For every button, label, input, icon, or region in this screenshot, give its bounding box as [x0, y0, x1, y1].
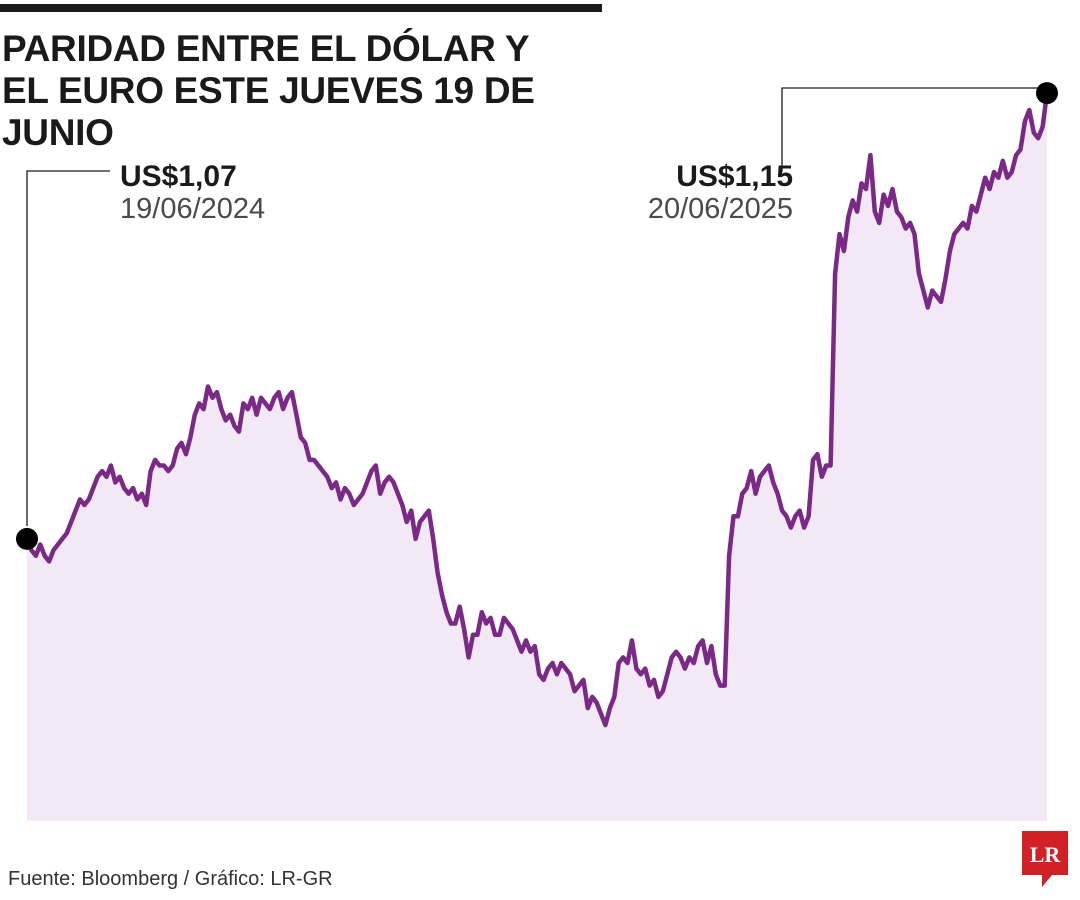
chart-title: PARIDAD ENTRE EL DÓLAR Y EL EURO ESTE JU… — [2, 28, 642, 154]
start-annotation-leader — [26, 170, 110, 526]
start-point-marker — [16, 527, 38, 550]
end-point-marker — [1036, 82, 1058, 105]
chart-title-line-2: EL EURO ESTE JUEVES 19 DE JUNIO — [2, 70, 535, 153]
top-rule — [0, 4, 602, 12]
chart-title-line-1: PARIDAD ENTRE EL DÓLAR Y — [2, 28, 530, 69]
series-line — [24, 90, 1050, 728]
svg-text:LR: LR — [1030, 842, 1062, 867]
end-annotation-leader — [781, 87, 1048, 172]
lr-logo: LR — [1022, 831, 1068, 887]
end-date-label: 20/06/2025 — [648, 193, 793, 225]
end-value-label: US$1,15 — [676, 160, 793, 193]
source-note: Fuente: Bloomberg / Gráfico: LR-GR — [8, 868, 333, 890]
area-fill — [27, 93, 1047, 822]
start-value-label: US$1,07 — [120, 160, 237, 193]
start-date-label: 19/06/2024 — [120, 193, 265, 225]
